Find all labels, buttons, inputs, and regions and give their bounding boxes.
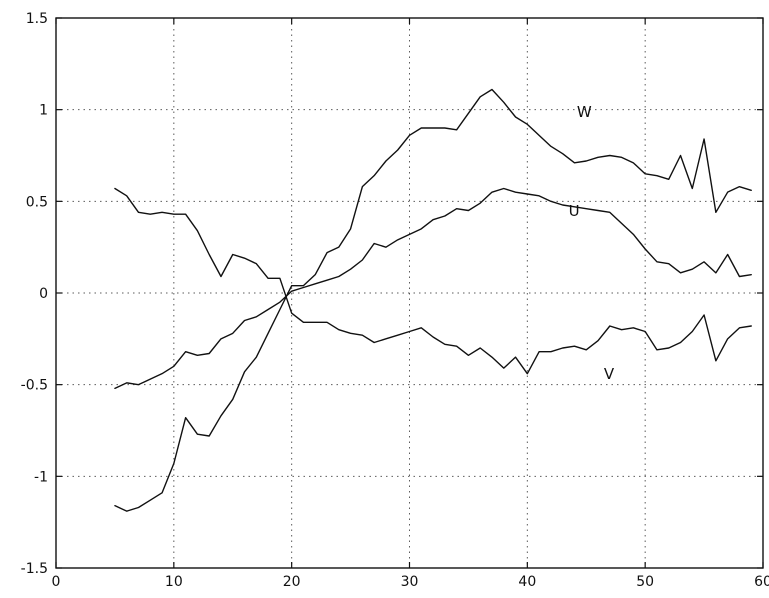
series-line-w <box>114 88 752 512</box>
series-label-v: V <box>604 365 615 383</box>
y-tick-label: -1.5 <box>21 561 48 577</box>
plot-frame <box>55 17 764 569</box>
x-tick-label: 40 <box>518 574 536 590</box>
x-tick-label: 20 <box>283 574 301 590</box>
y-tick-label: 0.5 <box>26 194 48 210</box>
y-tick-label: 1 <box>39 103 48 119</box>
x-tick-label: 10 <box>165 574 183 590</box>
x-tick-label: 50 <box>636 574 654 590</box>
y-tick-label: 0 <box>39 286 48 302</box>
y-tick-label: -1 <box>34 469 48 485</box>
grid-lines <box>56 18 763 568</box>
series-line-v <box>114 187 752 375</box>
y-tick-label: 1.5 <box>26 11 48 27</box>
data-series: U V W <box>114 88 752 512</box>
y-tick-label: -0.5 <box>21 378 48 394</box>
series-label-u: U <box>569 202 580 220</box>
tick-labels: 0 10 20 30 40 50 60 -1.5 -1 -0.5 0 0.5 1 1.5 <box>21 11 769 590</box>
series-line-u <box>114 187 752 390</box>
x-tick-label: 0 <box>52 574 61 590</box>
series-label-w: W <box>577 103 592 121</box>
x-tick-label: 60 <box>754 574 769 590</box>
x-tick-label: 30 <box>401 574 419 590</box>
